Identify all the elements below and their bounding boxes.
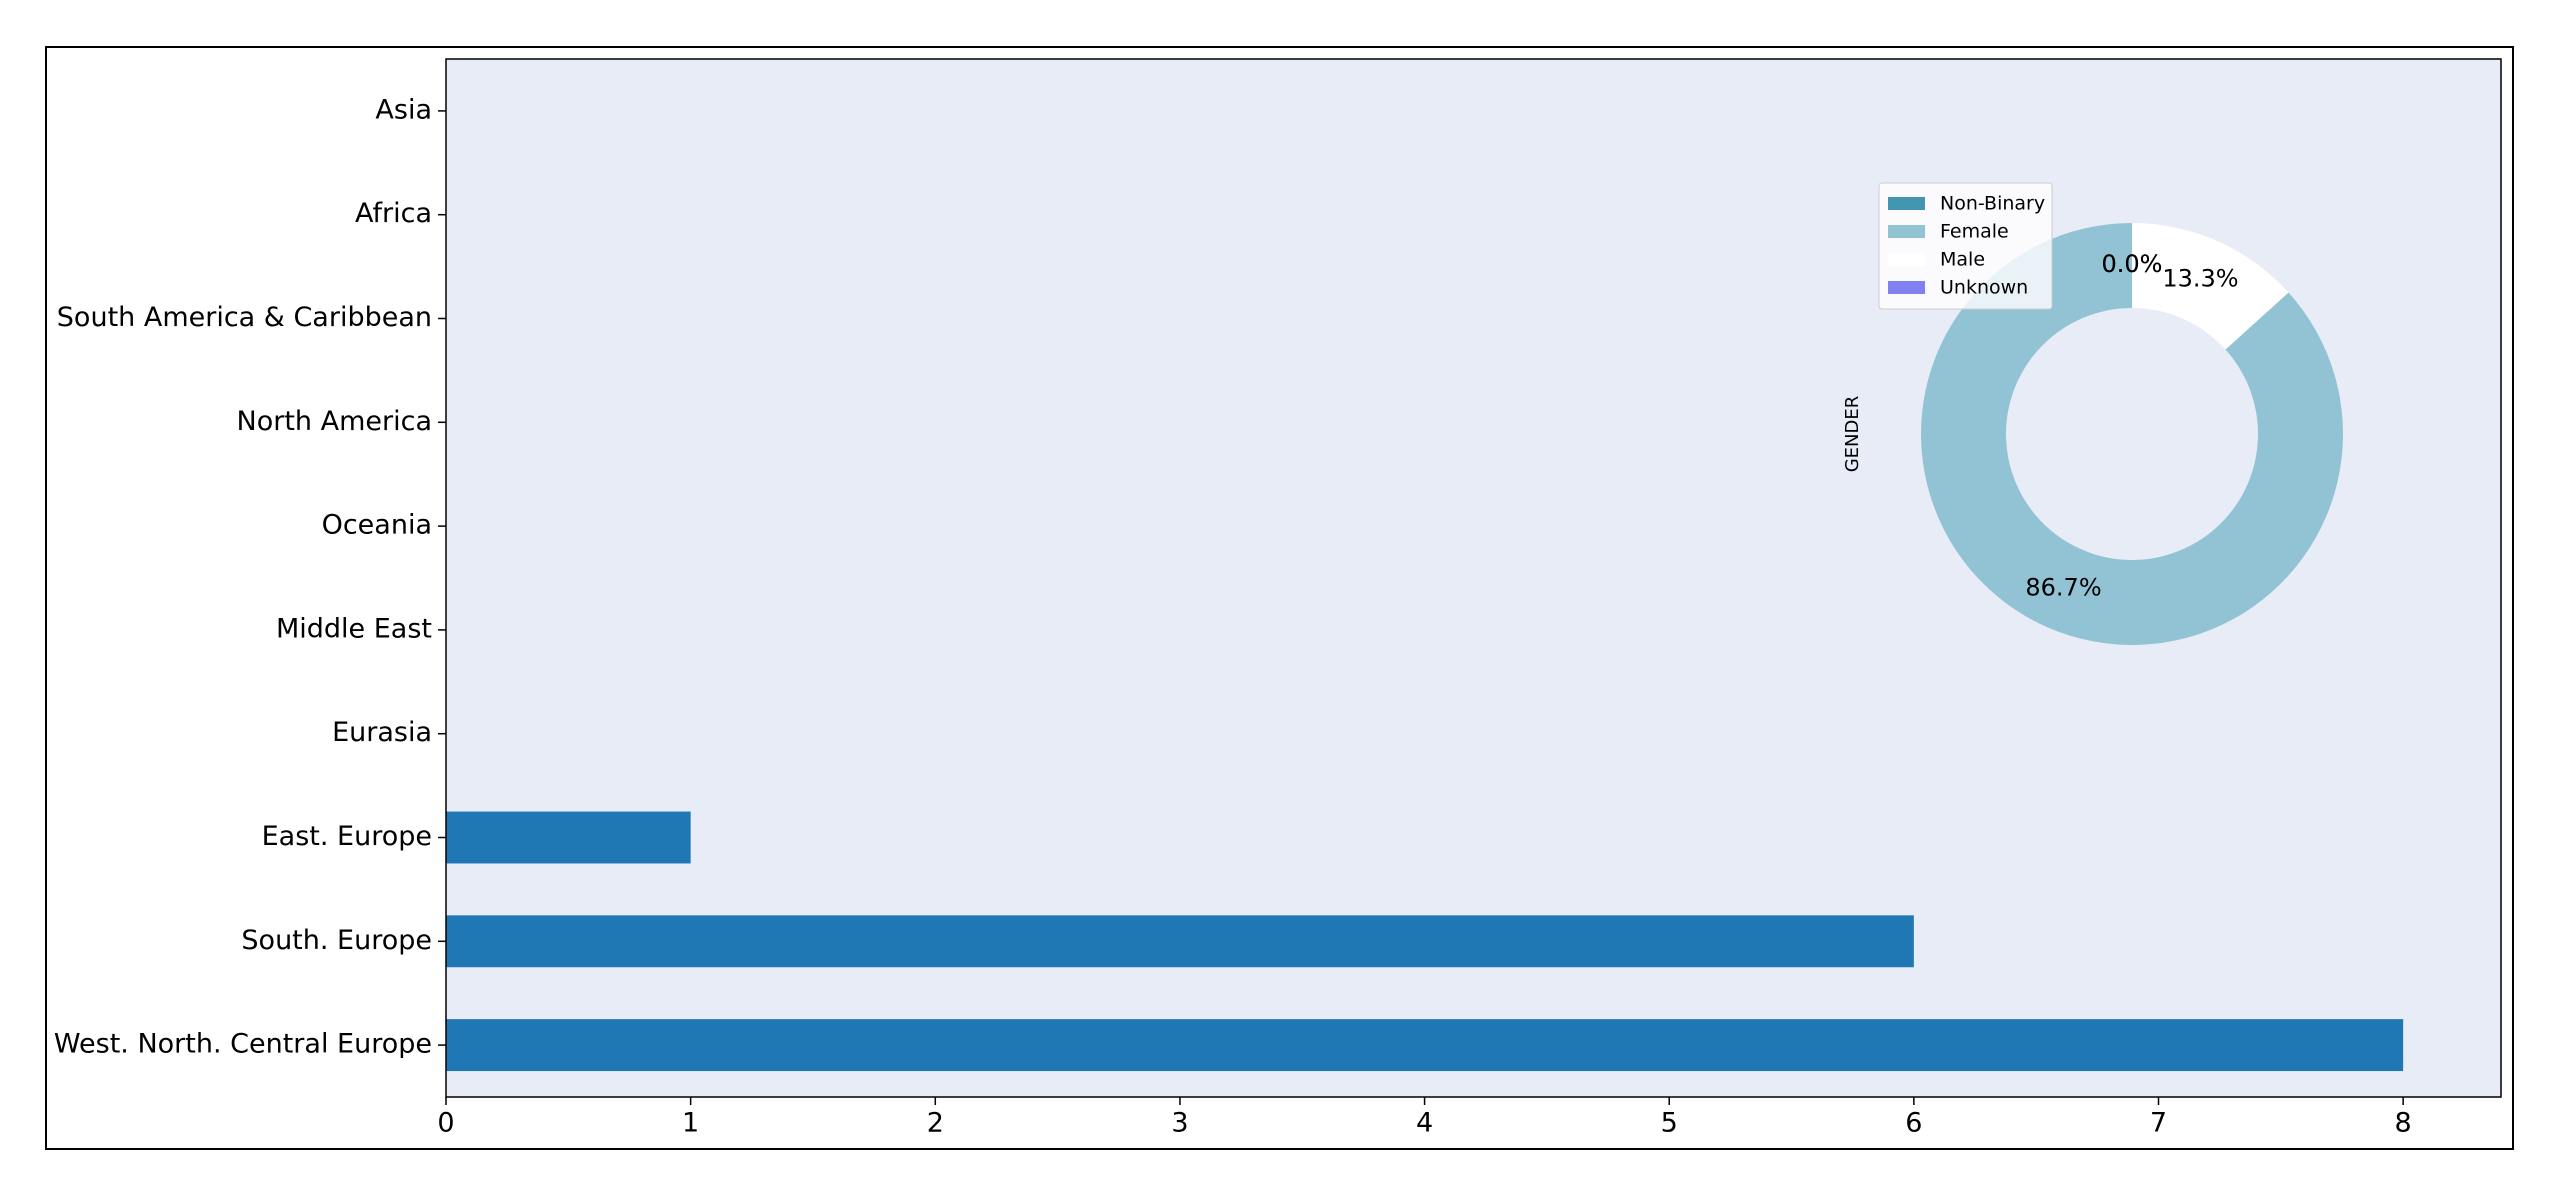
- y-tick-label: North America: [237, 406, 432, 437]
- legend-label: Non-Binary: [1940, 193, 2045, 215]
- bar: [446, 811, 691, 864]
- y-tick-label: Africa: [355, 198, 432, 229]
- y-tick-label: South. Europe: [241, 925, 432, 956]
- pie-value-label: 86.7%: [2025, 573, 2101, 601]
- y-tick-label: Eurasia: [332, 717, 432, 748]
- pie-wedge: [1921, 223, 2343, 646]
- x-tick-label: 3: [1171, 1108, 1188, 1139]
- legend-swatch: [1888, 225, 1925, 238]
- x-tick-label: 8: [2395, 1108, 2412, 1139]
- legend-swatch: [1888, 281, 1925, 294]
- pie-wedge: [2132, 223, 2289, 350]
- bar: [446, 1019, 2404, 1072]
- legend-label: Unknown: [1940, 277, 2028, 299]
- legend-box: [1878, 182, 2053, 310]
- bar: [446, 915, 1914, 968]
- x-tick-label: 6: [1905, 1108, 1922, 1139]
- y-tick-label: West. North. Central Europe: [54, 1029, 432, 1060]
- legend-label: Female: [1940, 221, 2009, 243]
- y-tick-label: Oceania: [322, 510, 432, 541]
- pie-ylabel: GENDER: [1842, 396, 1863, 473]
- x-tick-label: 4: [1416, 1108, 1433, 1139]
- x-tick-label: 5: [1661, 1108, 1678, 1139]
- pie-value-label: 0.0%: [2102, 250, 2163, 278]
- y-tick-label: South America & Caribbean: [57, 302, 432, 333]
- y-tick-label: Asia: [375, 94, 432, 125]
- x-tick-label: 2: [927, 1108, 944, 1139]
- axes-frame: [445, 58, 2502, 1098]
- y-tick-label: Middle East: [276, 613, 432, 644]
- legend-swatch: [1888, 253, 1925, 266]
- legend-label: Male: [1940, 249, 1985, 271]
- y-tick-label: East. Europe: [262, 821, 432, 852]
- legend-swatch: [1888, 197, 1925, 210]
- pie-value-label: 13.3%: [2162, 265, 2238, 293]
- x-tick-label: 1: [682, 1108, 699, 1139]
- x-tick-label: 7: [2150, 1108, 2167, 1139]
- x-tick-label: 0: [437, 1108, 454, 1139]
- pie-value-label: 0.0%: [2102, 250, 2163, 278]
